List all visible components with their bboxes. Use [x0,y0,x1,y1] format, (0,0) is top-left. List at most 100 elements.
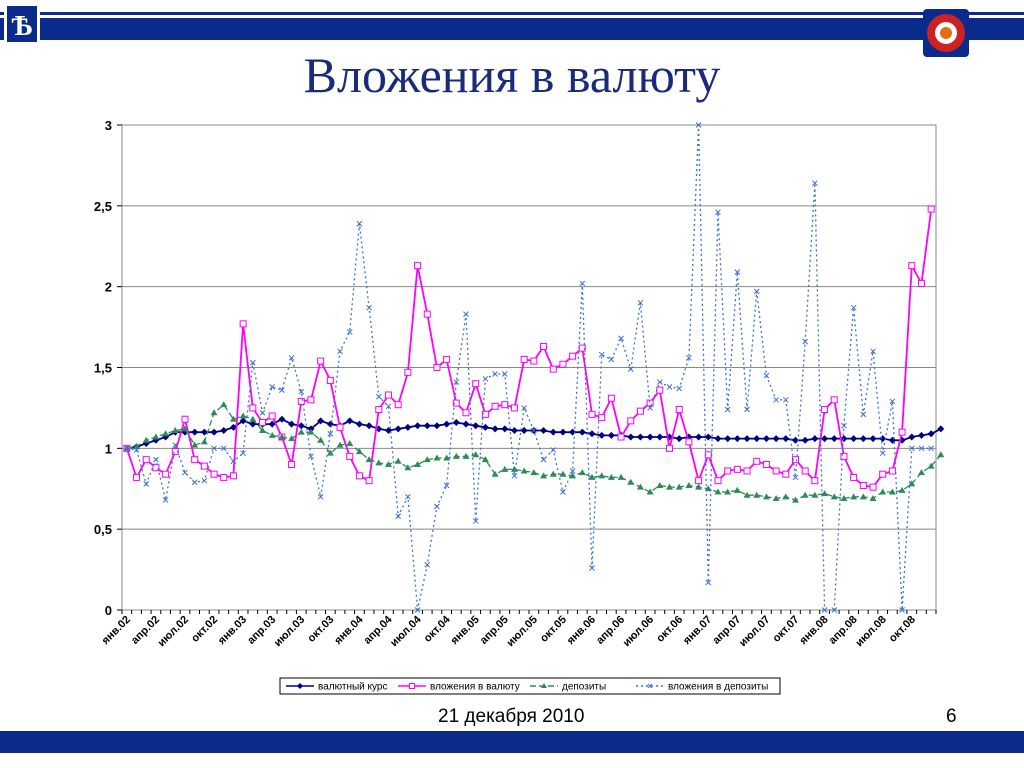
data-point [181,415,189,423]
data-point [550,447,557,453]
data-point [791,456,799,464]
data-point [917,431,925,439]
data-point [627,478,635,485]
data-point [763,372,770,379]
data-point [782,435,790,443]
data-point [676,385,683,392]
data-point [578,469,586,476]
data-point [307,428,315,435]
data-point [579,280,586,287]
data-point [646,488,654,495]
data-point [326,449,334,456]
data-point [481,423,489,431]
data-point [229,415,237,422]
data-point [317,493,324,500]
data-point [656,379,663,385]
data-point [840,452,848,460]
legend-label: вложения в валюту [430,682,520,693]
data-point [472,451,480,458]
slide-date: 21 декабря 2010 [438,706,585,727]
data-point [773,396,779,403]
data-point [249,359,256,366]
data-point [297,428,305,435]
data-point [743,467,751,475]
data-point [879,470,887,478]
data-point [753,435,761,443]
data-point [772,494,780,501]
page-number: 6 [946,706,957,727]
data-point [540,427,548,435]
data-point [472,518,479,524]
series-line [126,124,932,611]
data-point [210,470,218,478]
data-point [472,422,480,430]
data-point [821,490,829,497]
header-stripe [0,12,1024,15]
data-point [937,451,945,458]
x-tick-label: янв.04 [332,613,366,647]
svg-text:Ѣ: Ѣ [11,11,32,42]
data-point [462,420,470,428]
data-point [647,405,653,411]
data-point [162,430,170,437]
data-point [443,454,451,461]
data-point [307,396,315,404]
data-point [569,472,577,479]
data-point [879,488,887,495]
data-point [627,433,635,441]
data-point [327,430,334,437]
data-point [762,461,770,468]
data-point [433,422,441,430]
data-point [617,433,625,441]
data-point [627,417,635,425]
data-point [549,365,557,373]
data-point [733,465,741,473]
data-point [559,428,567,436]
data-point [762,493,770,500]
data-point [133,473,141,481]
data-point [298,388,305,395]
data-point [336,423,344,431]
data-point [724,435,732,443]
data-point [394,425,402,433]
data-point [191,428,199,436]
legend-marker [647,683,653,689]
data-point [801,491,809,498]
data-point [772,467,780,475]
data-point [802,338,809,345]
data-point [569,428,577,436]
data-point [569,468,576,474]
data-point [704,433,712,441]
data-point [733,486,741,493]
data-point [744,406,750,413]
data-point [560,489,566,495]
data-point [443,355,451,363]
data-point [210,409,218,416]
data-point [908,262,916,270]
x-tick-label: июл.05 [504,614,539,649]
data-point [859,482,867,490]
data-point [501,425,509,433]
data-point [812,180,818,187]
data-point [918,445,925,452]
y-tick-label: 0 [105,603,112,618]
data-point [927,430,935,438]
data-point [424,561,431,568]
data-point [675,483,683,490]
data-point [850,435,858,443]
data-point [356,220,363,227]
data-point [850,493,858,500]
x-tick-label: июл.04 [388,613,424,649]
data-point [279,387,285,393]
data-point [210,428,218,436]
legend-marker [409,683,415,689]
x-tick-label: янв.06 [565,614,598,647]
data-point [452,418,460,426]
data-point [791,436,799,444]
data-point [830,396,838,404]
data-point [608,356,615,363]
data-point [317,357,325,365]
data-point [355,448,363,455]
data-point [743,435,751,443]
data-point [162,470,170,478]
